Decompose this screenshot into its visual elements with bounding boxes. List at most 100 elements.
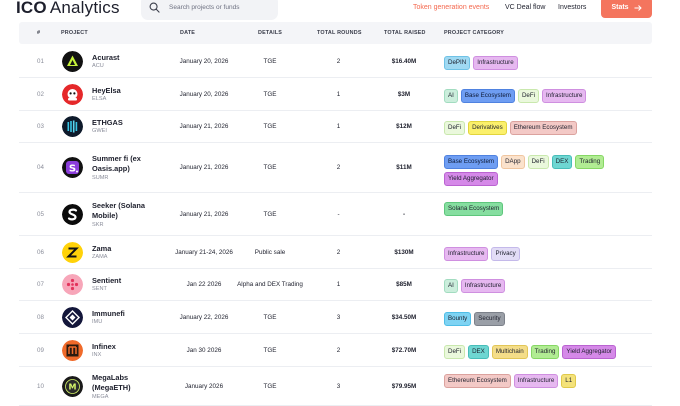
nav-vc-deal-flow[interactable]: VC Deal flow <box>505 4 546 11</box>
category-tag[interactable]: Infrastructure <box>513 374 559 388</box>
event-date: January 20, 2026 <box>179 91 229 98</box>
project-name[interactable]: Acurast <box>92 53 120 62</box>
arrow-right-icon <box>634 4 642 11</box>
category-tag[interactable]: L1 <box>561 374 577 388</box>
category-tag[interactable]: DeFi <box>527 155 549 169</box>
category-tag[interactable]: Infrastructure <box>444 247 489 261</box>
project-ticker: ACU <box>92 63 104 69</box>
category-tag[interactable]: DEX <box>551 155 573 169</box>
category-tag[interactable]: Yield Aggregator <box>444 172 498 186</box>
total-raised: $12M <box>396 123 412 130</box>
search-icon <box>149 2 160 13</box>
total-rounds: 1 <box>336 123 341 130</box>
category-tag[interactable]: Privacy <box>491 247 520 261</box>
table-row[interactable]: 07 Sentient SENT Jan 22 2026 Alpha and D… <box>19 269 652 301</box>
project-name[interactable]: Summer fi (ex Oasis.app) <box>92 154 141 173</box>
category-tag[interactable]: Trading <box>530 345 560 359</box>
category-tag[interactable]: DePIN <box>444 56 471 70</box>
category-tag[interactable]: Ethereum Ecosystem <box>509 121 577 135</box>
category-tag[interactable]: Ethereum Ecosystem <box>444 374 511 388</box>
col-project[interactable]: PROJECT <box>61 30 88 36</box>
category-tag[interactable]: Infrastructure <box>473 56 518 70</box>
event-date: January 20, 2026 <box>179 58 229 65</box>
category-tag[interactable]: Derivatives <box>468 121 507 135</box>
category-tag[interactable]: Multichain <box>491 345 528 359</box>
event-date: January 2026 <box>184 383 224 390</box>
category-tag[interactable]: Trading <box>575 155 605 169</box>
col-date[interactable]: DATE <box>180 30 196 36</box>
immunefi-logo-icon <box>62 307 83 328</box>
category-tag[interactable]: AI <box>444 89 458 103</box>
category-tag[interactable]: Solana Ecosystem <box>444 202 504 216</box>
category-tag[interactable]: AI <box>444 279 458 293</box>
event-details: TGE <box>263 211 277 218</box>
site-logo[interactable]: ICO Analytics <box>16 0 120 18</box>
project-ticker: SENT <box>92 286 107 292</box>
svg-text:M: M <box>69 383 77 392</box>
summer-fi-logo-icon: S <box>62 157 83 178</box>
project-name[interactable]: MegaLabs (MegaETH) <box>92 373 131 392</box>
project-category-tags: DeFi Derivatives Ethereum Ecosystem <box>444 121 649 135</box>
project-name[interactable]: Infinex <box>92 342 116 351</box>
project-category-tags: AI Infrastructure <box>444 279 649 293</box>
row-number: 02 <box>37 91 44 98</box>
project-ticker: MEGA <box>92 394 109 400</box>
total-raised: $72.70M <box>391 347 417 354</box>
project-name[interactable]: Immunefi <box>92 309 125 318</box>
project-name[interactable]: ETHGAS <box>92 118 123 127</box>
project-category-tags: Base Ecosystem DApp DeFi DEX Trading Yield Ag… <box>444 155 649 186</box>
col-total-raised[interactable]: TOTAL RAISED <box>384 30 426 36</box>
category-tag[interactable]: Infrastructure <box>542 89 587 103</box>
logo-analytics-text: Analytics <box>49 0 120 17</box>
table-row[interactable]: 10 M MegaLabs (MegaETH) MEGA January 202… <box>19 367 652 406</box>
event-date: January 21, 2026 <box>179 164 229 171</box>
project-ticker: INX <box>92 352 102 358</box>
table-row[interactable]: 05 Seeker (Solana Mobile) SKR January 21… <box>19 193 652 236</box>
search-input[interactable] <box>169 4 269 11</box>
search-box[interactable] <box>141 0 278 20</box>
category-tag[interactable]: Infrastructure <box>460 279 506 293</box>
table-row[interactable]: 03 ETHGAS GWEI January 21, 2026 TGE 1 $1… <box>19 111 652 143</box>
nav-token-generation-events[interactable]: Token generation events <box>413 4 490 11</box>
row-number: 01 <box>37 58 44 65</box>
event-details: TGE <box>263 383 277 390</box>
project-ticker: ZAMA <box>92 254 108 260</box>
stats-button[interactable]: Stats <box>601 0 652 18</box>
category-tag[interactable]: DApp <box>501 155 525 169</box>
category-tag[interactable]: Bounty <box>444 312 472 326</box>
category-tag[interactable]: DEX <box>468 345 489 359</box>
table-row[interactable]: 08 Immunefi IMU January 22, 2026 TGE 3 $… <box>19 301 652 334</box>
category-tag[interactable]: Yield Aggregator <box>562 345 616 359</box>
event-details: TGE <box>263 58 277 65</box>
table-row[interactable]: 06 Zama ZAMA January 21-24, 2026 Public … <box>19 236 652 269</box>
total-rounds: 1 <box>336 281 341 288</box>
category-tag[interactable]: DeFi <box>444 121 466 135</box>
top-header: ICO Analytics Token generation events VC… <box>0 0 680 20</box>
category-tag[interactable]: DeFi <box>517 89 540 103</box>
col-total-rounds[interactable]: TOTAL ROUNDS <box>317 30 362 36</box>
project-name[interactable]: Seeker (Solana Mobile) <box>92 201 145 220</box>
event-date: January 22, 2026 <box>179 314 229 321</box>
total-rounds: 2 <box>336 58 341 65</box>
category-tag[interactable]: Security <box>474 312 505 326</box>
megaeth-logo-icon: M <box>62 376 83 397</box>
project-category-tags: Bounty Security <box>444 312 649 326</box>
project-name[interactable]: HeyElsa <box>92 86 121 95</box>
row-number: 08 <box>37 314 44 321</box>
project-name[interactable]: Zama <box>92 244 112 253</box>
category-tag[interactable]: DeFi <box>444 345 466 359</box>
col-project-category: PROJECT CATEGORY <box>444 30 505 36</box>
table-row[interactable]: 02 HeyElsa ELSA January 20, 2026 TGE 1 $… <box>19 78 652 111</box>
stats-button-label: Stats <box>611 4 629 11</box>
total-raised: $130M <box>394 249 414 256</box>
nav-investors[interactable]: Investors <box>558 4 587 11</box>
event-date: January 21, 2026 <box>179 123 229 130</box>
table-row[interactable]: 09 Infinex INX Jan 30 2026 TGE 2 $72.70M… <box>19 334 652 367</box>
category-tag[interactable]: Base Ecosystem <box>444 155 499 169</box>
project-name[interactable]: Sentient <box>92 276 122 285</box>
table-row[interactable]: 04 S Summer fi (ex Oasis.app) SUMR Janua… <box>19 143 652 193</box>
category-tag[interactable]: Base Ecosystem <box>460 89 515 103</box>
table-row[interactable]: 01 Acurast ACU January 20, 2026 TGE 2 $1… <box>19 45 652 78</box>
ethgas-logo-icon <box>62 116 83 137</box>
acurast-logo-icon <box>62 51 83 72</box>
